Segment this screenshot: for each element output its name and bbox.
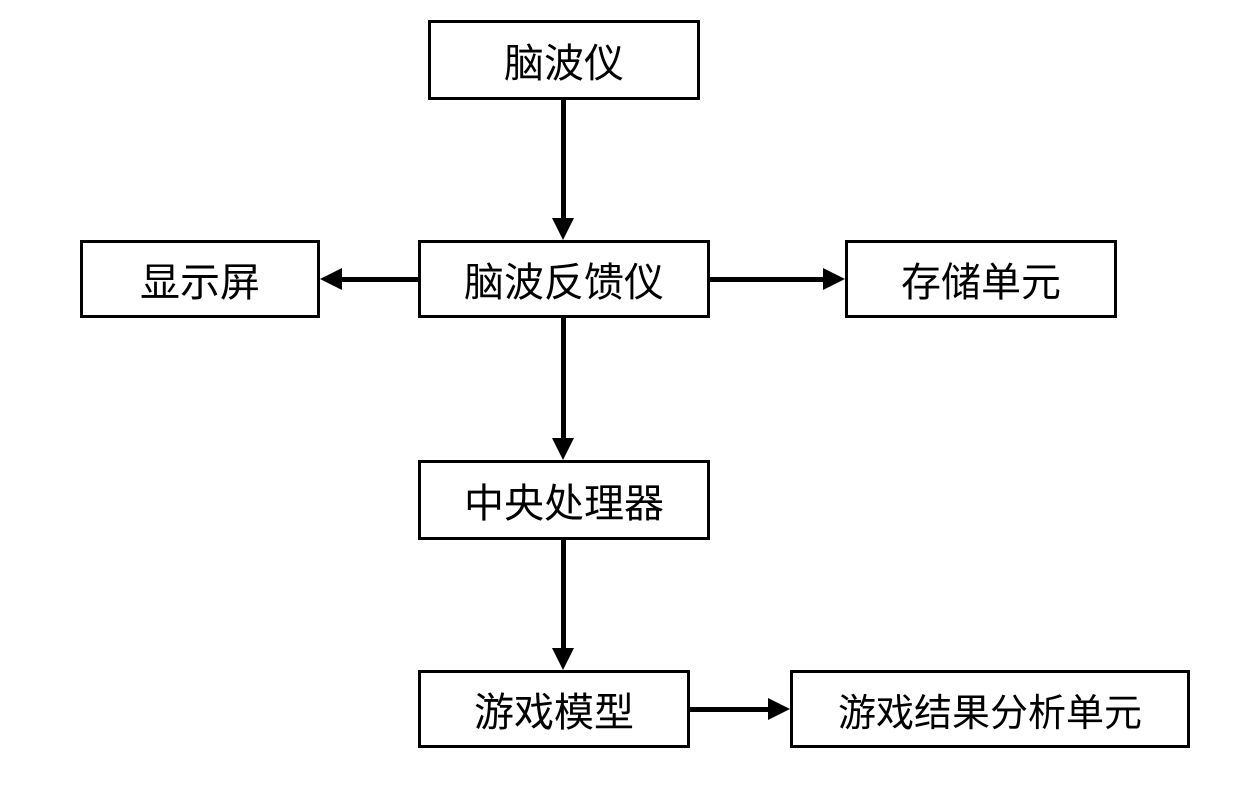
arrowhead-left-icon xyxy=(320,268,342,290)
edge-brainwave-to-feedback xyxy=(561,100,566,220)
arrowhead-right-icon xyxy=(823,268,845,290)
node-label: 游戏结果分析单元 xyxy=(838,682,1142,737)
node-brainwave-device: 脑波仪 xyxy=(428,20,700,100)
node-label: 存储单元 xyxy=(901,250,1061,308)
node-label: 游戏模型 xyxy=(474,680,634,738)
edge-feedback-to-cpu xyxy=(561,318,566,440)
arrowhead-right-icon xyxy=(768,698,790,720)
edge-game-to-analysis xyxy=(690,707,770,712)
node-storage-unit: 存储单元 xyxy=(845,240,1117,318)
node-label: 脑波反馈仪 xyxy=(464,250,664,308)
arrowhead-down-icon xyxy=(552,218,574,240)
node-label: 中央处理器 xyxy=(464,471,664,529)
edge-feedback-to-storage xyxy=(710,277,825,282)
node-label: 脑波仪 xyxy=(504,31,624,89)
node-game-result-analysis: 游戏结果分析单元 xyxy=(790,670,1190,748)
node-label: 显示屏 xyxy=(140,250,260,308)
node-cpu: 中央处理器 xyxy=(418,460,710,540)
edge-feedback-to-display xyxy=(340,277,418,282)
node-brainwave-feedback: 脑波反馈仪 xyxy=(418,240,710,318)
edge-cpu-to-game xyxy=(561,540,566,650)
node-game-model: 游戏模型 xyxy=(418,670,690,748)
node-display: 显示屏 xyxy=(80,240,320,318)
arrowhead-down-icon xyxy=(552,648,574,670)
arrowhead-down-icon xyxy=(552,438,574,460)
